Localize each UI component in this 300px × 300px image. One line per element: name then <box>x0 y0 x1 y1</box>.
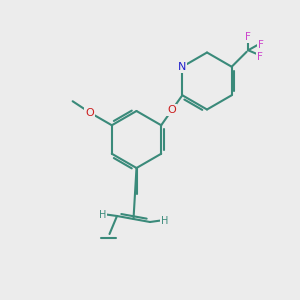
Text: N: N <box>178 62 187 72</box>
Text: F: F <box>245 32 251 42</box>
Text: H: H <box>99 209 106 220</box>
Text: O: O <box>167 105 176 115</box>
Text: H: H <box>161 215 168 226</box>
Text: F: F <box>258 40 264 50</box>
Text: O: O <box>85 107 94 118</box>
Text: F: F <box>256 52 262 62</box>
